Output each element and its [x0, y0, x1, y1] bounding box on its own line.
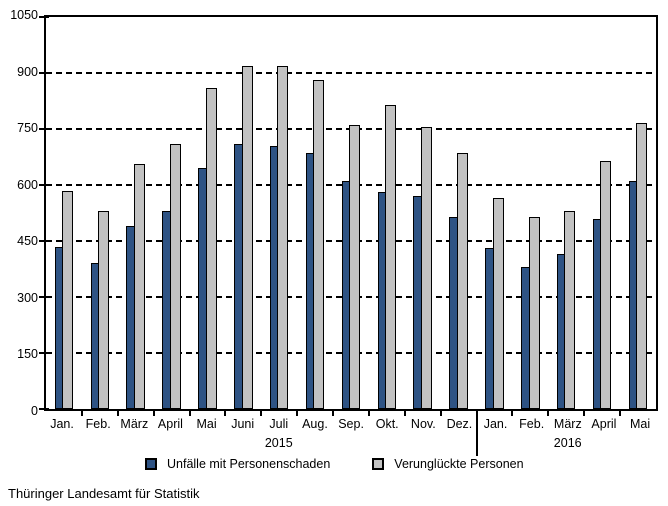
- bar-group-April-3: [154, 17, 190, 409]
- bar-casualties-7: [313, 80, 325, 409]
- month-label-14: März: [553, 417, 582, 431]
- y-tick-0: [39, 408, 49, 410]
- bar-group-Feb-1: [82, 17, 118, 409]
- y-axis-label-750: 750: [17, 121, 38, 136]
- bar-group-Okt-9: [369, 17, 405, 409]
- bar-casualties-8: [349, 125, 361, 409]
- month-label-6: Juli: [269, 417, 289, 431]
- bar-group-März-2: [118, 17, 154, 409]
- bar-group-Juni-5: [225, 17, 261, 409]
- accidents-swatch-icon: [145, 458, 157, 470]
- month-label-15: April: [591, 417, 617, 431]
- bar-group-Mai-4: [190, 17, 226, 409]
- bar-group-Aug-7: [297, 17, 333, 409]
- month-label-4: Mai: [196, 417, 217, 431]
- bar-group-Mai-16: [620, 17, 656, 409]
- gridline-900: [46, 72, 656, 74]
- y-tick-600: [39, 184, 49, 187]
- legend-item-accidents: Unfälle mit Personenschaden: [145, 457, 330, 471]
- x-tick-7: [296, 411, 299, 416]
- y-axis-label-150: 150: [17, 347, 38, 362]
- bar-casualties-1: [98, 211, 110, 409]
- x-tick-16: [619, 411, 622, 416]
- y-axis-label-0: 0: [31, 404, 38, 418]
- bar-casualties-0: [62, 190, 74, 409]
- bar-casualties-2: [133, 164, 145, 409]
- bar-casualties-9: [385, 104, 397, 409]
- month-label-3: April: [157, 417, 183, 431]
- month-label-0: Jan.: [50, 417, 74, 431]
- bar-casualties-6: [277, 65, 289, 409]
- x-tick-14: [547, 411, 550, 416]
- y-tick-300: [39, 296, 49, 299]
- month-label-1: Feb.: [85, 417, 111, 431]
- x-axis-month-labels: Jan. Feb. März April Mai Juni Juli Aug. Sep. Okt.…: [44, 417, 658, 431]
- x-tick-13: [511, 411, 514, 416]
- y-axis-label-300: 300: [17, 290, 38, 305]
- x-tick-2: [116, 411, 119, 416]
- y-axis-label-900: 900: [17, 64, 38, 79]
- y-axis-label-1050: 1050: [10, 8, 38, 22]
- bar-casualties-16: [636, 123, 648, 409]
- y-tick-750: [39, 128, 49, 130]
- x-tick-1: [80, 411, 83, 416]
- month-label-10: Nov.: [410, 417, 436, 431]
- legend-label-casualties: Verunglückte Personen: [394, 457, 524, 471]
- bar-casualties-12: [492, 198, 504, 409]
- x-tick-6: [260, 411, 263, 416]
- x-tick-11: [439, 411, 442, 416]
- x-tick-5: [224, 411, 227, 416]
- bar-casualties-3: [169, 143, 181, 409]
- bar-casualties-5: [241, 65, 253, 409]
- bar-casualties-11: [456, 153, 468, 409]
- plot-area: [39, 15, 658, 416]
- bar-casualties-15: [600, 160, 612, 409]
- legend: Unfälle mit Personenschaden Verunglückte…: [145, 457, 524, 471]
- year-label-2016: 2016: [553, 436, 582, 450]
- x-tick-4: [188, 411, 191, 416]
- bar-group-Juli-6: [261, 17, 297, 409]
- month-label-16: Mai: [629, 417, 651, 431]
- x-tick-10: [403, 411, 406, 416]
- y-axis-label-450: 450: [17, 234, 38, 249]
- y-tick-900: [39, 72, 49, 74]
- y-tick-450: [39, 240, 49, 242]
- bar-casualties-14: [564, 211, 576, 409]
- month-label-7: Aug.: [302, 417, 328, 431]
- legend-item-casualties: Verunglückte Personen: [372, 457, 524, 471]
- bar-series-container: [46, 17, 656, 409]
- bar-group-April-15: [584, 17, 620, 409]
- year-label-2015: 2015: [264, 436, 293, 450]
- month-label-8: Sep.: [338, 417, 364, 431]
- bar-group-März-14: [548, 17, 584, 409]
- source-attribution: Thüringer Landesamt für Statistik: [8, 486, 200, 501]
- year-separator-line: [476, 411, 479, 456]
- y-tick-1050: [39, 16, 49, 18]
- bar-casualties-4: [205, 87, 217, 409]
- y-tick-150: [39, 352, 49, 355]
- month-label-13: Feb.: [519, 417, 545, 431]
- bar-group-Jan-12: [477, 17, 513, 409]
- x-tick-8: [332, 411, 335, 416]
- casualties-swatch-icon: [372, 458, 385, 470]
- month-label-9: Okt.: [375, 417, 399, 431]
- bar-casualties-13: [528, 216, 540, 409]
- x-tick-15: [583, 411, 586, 416]
- month-label-5: Juni: [231, 417, 255, 431]
- x-tick-3: [152, 411, 155, 416]
- month-label-2: März: [120, 417, 149, 431]
- bar-group-Nov-10: [405, 17, 441, 409]
- month-label-11: Dez.: [446, 417, 473, 431]
- y-axis-label-600: 600: [17, 177, 38, 192]
- legend-label-accidents: Unfälle mit Personenschaden: [167, 457, 331, 471]
- bar-group-Feb-13: [512, 17, 548, 409]
- bar-casualties-10: [420, 127, 432, 409]
- bar-group-Jan-0: [46, 17, 82, 409]
- bar-group-Sep-8: [333, 17, 369, 409]
- month-label-12: Jan.: [483, 417, 508, 431]
- bar-group-Dez-11: [441, 17, 477, 409]
- x-tick-9: [367, 411, 370, 416]
